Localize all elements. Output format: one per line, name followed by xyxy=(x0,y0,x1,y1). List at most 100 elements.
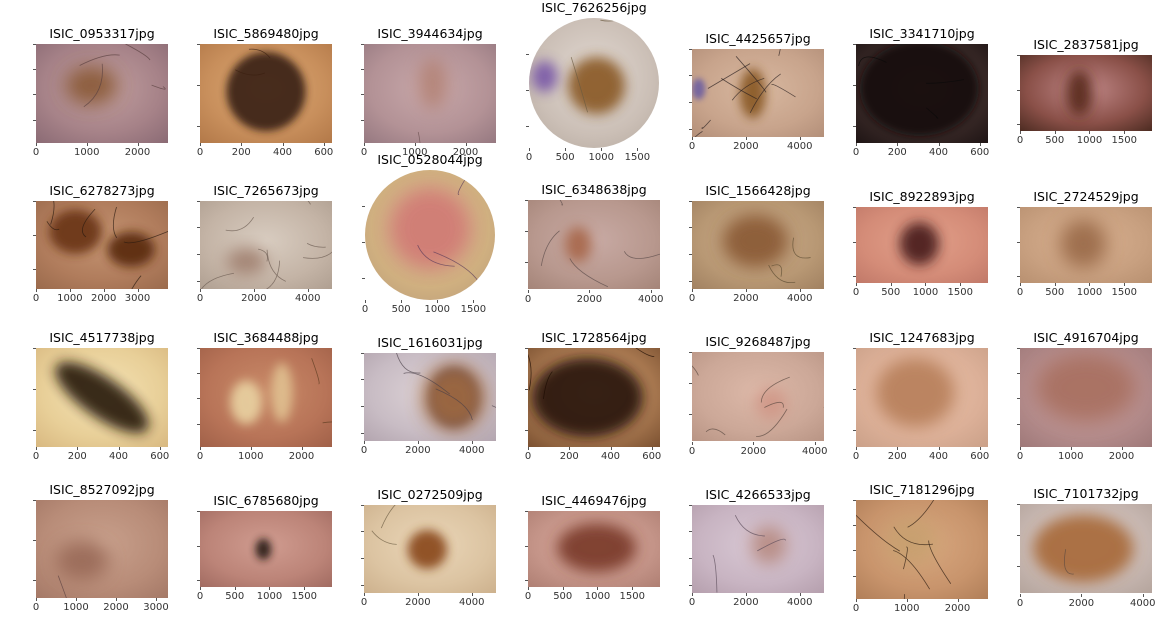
x-tick-mark xyxy=(156,598,157,601)
x-tick-label: 200 xyxy=(559,450,579,462)
y-tick-mark xyxy=(525,347,528,349)
dermoscopy-image xyxy=(1020,54,1152,132)
x-tick-mark xyxy=(565,148,567,151)
x-tick-mark xyxy=(925,283,927,287)
dermoscopy-image xyxy=(1020,206,1152,284)
x-tick-mark xyxy=(692,441,693,445)
dermoscopy-image xyxy=(200,347,332,447)
y-tick-mark xyxy=(33,201,36,202)
x-tick-label: 0 xyxy=(360,597,368,609)
x-tick-label: 0 xyxy=(196,450,204,462)
image-title: ISIC_4469476jpg xyxy=(541,492,647,508)
lesion xyxy=(55,541,109,581)
dermoscopy-image xyxy=(364,504,496,594)
x-tick-mark xyxy=(304,587,306,591)
x-tick-label: 3000 xyxy=(143,602,169,613)
y-tick-mark xyxy=(33,430,36,431)
x-tick-label: 1000 xyxy=(74,146,100,158)
y-tick-mark xyxy=(525,388,528,390)
x-tick-mark xyxy=(799,289,801,293)
x-tick-label: 0 xyxy=(32,293,40,304)
x-tick-mark xyxy=(1124,283,1126,287)
x-tick-mark xyxy=(417,441,419,445)
x-tick-label: 500 xyxy=(553,591,573,603)
y-tick-mark xyxy=(853,430,856,431)
lesion xyxy=(226,247,266,275)
x-tick-label: 0 xyxy=(852,287,860,299)
y-tick-mark xyxy=(33,388,36,390)
x-tick-mark xyxy=(745,289,747,293)
dermoscopy-image xyxy=(364,352,496,442)
x-tick-mark xyxy=(856,446,857,450)
x-tick-label: 4000 xyxy=(459,597,485,609)
x-tick-label: 2000 xyxy=(944,602,971,614)
x-tick-label: 4000 xyxy=(787,141,813,153)
x-tick-mark xyxy=(897,446,899,450)
lesion xyxy=(271,362,293,422)
x-tick-label: 400 xyxy=(600,450,621,462)
y-tick-mark xyxy=(197,347,200,349)
x-tick-mark xyxy=(200,142,201,146)
y-tick-mark xyxy=(525,231,528,233)
x-tick-mark xyxy=(897,142,899,146)
x-tick-label: 1000 xyxy=(1076,135,1103,147)
x-tick-label: 600 xyxy=(970,450,990,462)
y-tick-mark xyxy=(362,278,365,280)
dermoscopy-image xyxy=(1020,347,1152,447)
y-tick-mark xyxy=(361,119,364,121)
x-tick-mark xyxy=(76,598,77,601)
image-title: ISIC_5869480jpg xyxy=(213,25,319,41)
x-tick-label: 0 xyxy=(32,450,40,462)
x-tick-mark xyxy=(938,142,940,146)
x-tick-mark xyxy=(1089,131,1091,135)
lesion xyxy=(531,357,643,437)
y-tick-mark xyxy=(689,102,692,104)
x-tick-label: 0 xyxy=(32,146,40,158)
y-tick-mark xyxy=(689,281,692,283)
lesion xyxy=(1059,219,1108,268)
x-tick-mark xyxy=(401,300,403,303)
x-tick-label: 4000 xyxy=(459,445,485,457)
x-tick-mark xyxy=(1089,283,1091,287)
x-tick-label: 2000 xyxy=(90,293,117,304)
lesion xyxy=(49,209,102,254)
image-title: ISIC_9268487jpg xyxy=(705,334,811,350)
x-tick-label: 2000 xyxy=(124,146,151,158)
dermoscopy-image xyxy=(1020,504,1152,594)
lesion xyxy=(230,380,263,424)
x-tick-mark xyxy=(692,137,693,141)
y-tick-mark xyxy=(1017,241,1020,243)
lesion xyxy=(407,529,448,569)
y-tick-mark xyxy=(33,234,36,236)
x-tick-label: 1000 xyxy=(256,591,283,603)
x-tick-mark xyxy=(1142,593,1144,597)
x-tick-mark xyxy=(856,598,857,602)
lesion xyxy=(722,213,789,268)
image-title: ISIC_1566428jpg xyxy=(705,182,811,198)
x-tick-label: 500 xyxy=(225,591,245,603)
dermoscopy-image xyxy=(692,352,824,442)
x-tick-mark xyxy=(69,289,71,292)
image-title: ISIC_8527092jpg xyxy=(49,482,155,497)
x-tick-label: 200 xyxy=(67,450,87,462)
y-tick-mark xyxy=(689,254,692,256)
y-tick-mark xyxy=(525,545,528,547)
x-tick-mark xyxy=(159,446,161,450)
x-tick-label: 500 xyxy=(391,304,411,315)
x-tick-mark xyxy=(528,587,529,591)
x-tick-mark xyxy=(1124,131,1126,135)
x-tick-mark xyxy=(1054,283,1056,287)
lesion xyxy=(1033,515,1134,583)
x-tick-mark xyxy=(906,598,908,602)
x-tick-mark xyxy=(1070,446,1072,450)
y-tick-mark xyxy=(197,398,200,400)
y-tick-mark xyxy=(197,43,200,45)
x-tick-label: 600 xyxy=(642,450,662,462)
y-tick-mark xyxy=(33,43,36,45)
x-tick-label: 1000 xyxy=(238,450,264,462)
x-tick-label: 0 xyxy=(32,602,40,613)
y-tick-mark xyxy=(689,504,692,506)
x-tick-mark xyxy=(437,300,439,303)
x-tick-mark xyxy=(745,137,747,141)
x-tick-label: 4000 xyxy=(787,597,813,609)
